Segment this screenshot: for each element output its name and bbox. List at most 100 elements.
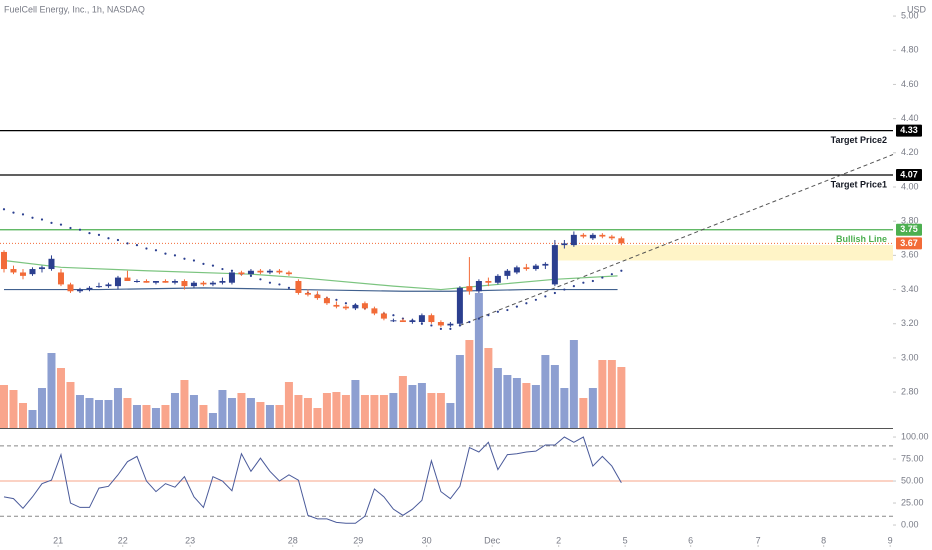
candle-body (48, 258, 55, 270)
candle-body (456, 287, 463, 324)
volume-bar (113, 388, 122, 428)
y-tick-label: 3.60 (901, 250, 919, 260)
candle-body (504, 270, 511, 276)
sar-dot (69, 226, 72, 230)
volume-bar (560, 388, 569, 428)
sar-dot (534, 298, 537, 301)
candle-body (580, 234, 587, 237)
volume-bar (341, 395, 350, 428)
candle-body (618, 238, 625, 244)
sar-dot (126, 242, 129, 245)
sar-dot (544, 295, 547, 298)
candle-body (200, 282, 207, 285)
candle-body (38, 267, 45, 270)
candle-body (532, 265, 539, 270)
sar-dot (88, 232, 91, 235)
volume-bar (455, 355, 464, 428)
sar-dot (582, 281, 585, 284)
volume-bar (227, 398, 236, 428)
y-tick-label: 4.40 (901, 113, 919, 123)
trend-line (459, 154, 894, 326)
price-box-label: 3.75 (900, 224, 918, 234)
y-tick-label: 50.00 (901, 475, 924, 485)
x-tick-label: 21 (53, 535, 63, 545)
volume-bar (522, 383, 531, 428)
chart-title: FuelCell Energy, Inc., 1h, NASDAQ (4, 4, 145, 14)
candle-body (523, 267, 530, 270)
candle-body (209, 282, 216, 285)
sar-dot (439, 327, 442, 330)
volume-bar (256, 402, 265, 428)
sar-dot (268, 281, 272, 284)
x-tick-label: Dec (484, 535, 501, 545)
candle-body (361, 303, 368, 309)
sar-dot (515, 305, 518, 308)
zone (554, 245, 893, 261)
level-name: Target Price1 (831, 179, 887, 189)
candle-body (551, 245, 558, 285)
candle-body (57, 272, 64, 285)
volume-bar (322, 393, 331, 428)
sar-dot (287, 286, 291, 289)
sar-dot (78, 228, 82, 231)
volume-bar (474, 293, 483, 428)
volume-bar (465, 340, 474, 428)
candle-body (10, 269, 17, 273)
price-box-label: 4.07 (900, 169, 918, 179)
candle-body (570, 234, 577, 246)
oscillator-line (3, 436, 622, 524)
sar-dot (145, 247, 148, 250)
volume-bar (503, 375, 512, 428)
sar-dot (335, 298, 338, 301)
sar-dot (12, 211, 15, 214)
candle-body (323, 298, 330, 304)
volume-bar (484, 348, 493, 428)
volume-bar (218, 390, 227, 428)
price-box (896, 124, 922, 137)
volume-bar (208, 413, 217, 428)
volume-bar (588, 388, 597, 428)
candle-body (599, 234, 606, 237)
candle-body (304, 292, 311, 295)
level-name: Target Price2 (831, 135, 887, 145)
volume-bar (303, 398, 312, 428)
sar-dot (164, 252, 167, 255)
volume-bar (370, 395, 379, 428)
currency: USD (907, 4, 927, 14)
volume-bar (360, 395, 369, 428)
sar-dot (259, 278, 262, 281)
candle-body (485, 281, 492, 283)
volume-bar (37, 388, 46, 428)
sar-dot (192, 259, 196, 262)
volume-bar (94, 400, 103, 428)
volume-bar (550, 365, 559, 428)
x-tick-label: 22 (118, 535, 128, 545)
volume-bar (398, 376, 407, 428)
x-tick-label: 5 (623, 535, 628, 545)
volume-bar (379, 395, 388, 428)
volume-bar (313, 408, 322, 428)
candle-body (219, 281, 226, 283)
price-box-label: 3.67 (900, 238, 918, 248)
candle-body (418, 315, 425, 323)
candle-body (475, 281, 482, 292)
sar-dot (221, 267, 224, 271)
volume-bar (607, 360, 616, 428)
candle-body (589, 234, 596, 239)
volume-bar (0, 385, 8, 428)
volume-bar (142, 405, 151, 428)
candle-body (133, 281, 140, 283)
sar-dot (135, 244, 139, 247)
volume-bar (436, 393, 445, 428)
sar-dot (59, 223, 63, 226)
sar-dot (211, 264, 215, 267)
candle-body (95, 286, 102, 288)
volume-bar (237, 393, 246, 428)
candle-body (228, 272, 235, 283)
sar-dot (477, 317, 480, 320)
volume-bar (351, 380, 360, 428)
x-tick-label: 6 (688, 535, 693, 545)
candle-body (171, 281, 178, 283)
price-box-label: 4.33 (900, 125, 918, 135)
volume-bar (427, 393, 436, 428)
